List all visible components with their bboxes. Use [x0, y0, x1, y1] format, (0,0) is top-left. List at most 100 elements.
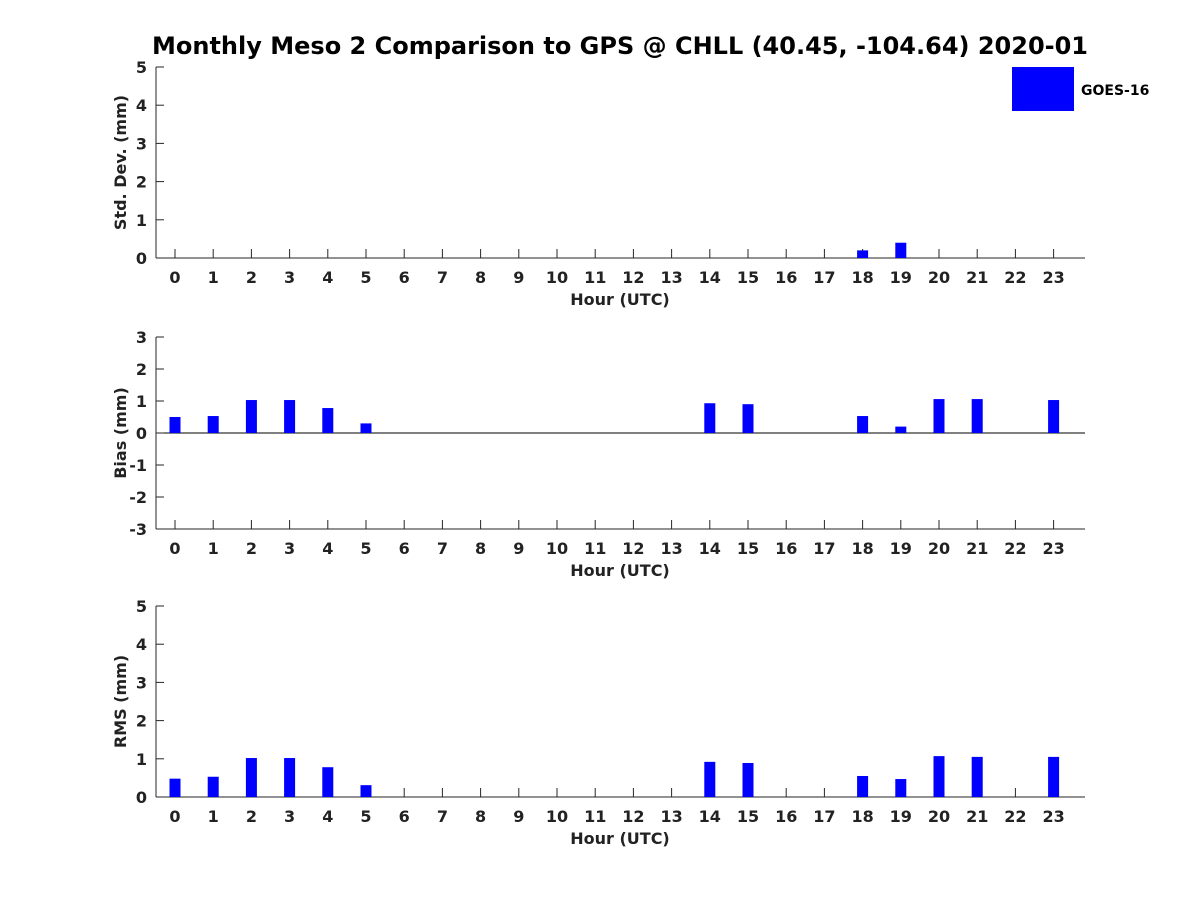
std-dev-x-tick-label: 20	[928, 268, 950, 287]
bias-bar-hour-2	[245, 400, 257, 433]
std-dev-x-axis-label: Hour (UTC)	[570, 290, 670, 309]
std-dev-y-tick-label: 0	[136, 249, 147, 268]
rms-x-tick-label: 9	[513, 807, 524, 826]
bias-bar-hour-5	[360, 423, 372, 433]
std-dev-x-tick-label: 21	[966, 268, 988, 287]
std-dev-x-tick-label: 0	[169, 268, 180, 287]
rms-x-tick-label: 23	[1042, 807, 1064, 826]
bias-x-tick-label: 23	[1042, 539, 1064, 558]
rms-x-tick-label: 8	[475, 807, 486, 826]
std-dev-y-tick-label: 4	[136, 96, 147, 115]
bias-x-tick-label: 9	[513, 539, 524, 558]
rms-x-tick-label: 17	[813, 807, 835, 826]
std-dev-x-tick-label: 10	[546, 268, 568, 287]
bias-x-tick-label: 11	[584, 539, 606, 558]
std-dev-x-tick-label: 4	[322, 268, 333, 287]
rms-x-tick-label: 7	[437, 807, 448, 826]
rms-bar-hour-5	[360, 785, 372, 797]
std-dev-x-tick-label: 17	[813, 268, 835, 287]
bias-bar-hour-14	[704, 403, 716, 433]
rms-y-tick-label: 2	[136, 712, 147, 731]
rms-x-tick-label: 20	[928, 807, 950, 826]
rms-x-tick-label: 19	[890, 807, 912, 826]
bias-x-tick-label: 18	[851, 539, 873, 558]
rms-x-tick-label: 5	[360, 807, 371, 826]
bias-y-tick-label: 3	[136, 328, 147, 347]
std-dev-x-tick-label: 11	[584, 268, 606, 287]
std-dev-x-tick-label: 18	[851, 268, 873, 287]
std-dev-x-tick-label: 6	[399, 268, 410, 287]
std-dev-y-tick-label: 3	[136, 134, 147, 153]
bias-x-tick-label: 7	[437, 539, 448, 558]
std-dev-x-tick-label: 13	[660, 268, 682, 287]
bias-x-tick-label: 3	[284, 539, 295, 558]
bias-x-tick-label: 10	[546, 539, 568, 558]
bias-bar-hour-23	[1048, 400, 1060, 433]
rms-y-tick-label: 0	[136, 788, 147, 807]
bias-bar-hour-1	[207, 416, 219, 433]
rms-y-tick-label: 5	[136, 597, 147, 616]
std-dev-x-tick-label: 23	[1042, 268, 1064, 287]
bias-x-tick-label: 13	[660, 539, 682, 558]
bias-x-tick-label: 1	[208, 539, 219, 558]
bias-x-tick-label: 5	[360, 539, 371, 558]
legend-label: GOES-16	[1081, 83, 1149, 99]
rms-x-tick-label: 18	[851, 807, 873, 826]
bias-y-tick-label: -2	[129, 488, 147, 507]
bias-x-tick-label: 21	[966, 539, 988, 558]
std-dev-x-tick-label: 9	[513, 268, 524, 287]
bias-x-tick-label: 2	[246, 539, 257, 558]
rms-bar-hour-0	[169, 778, 181, 797]
rms-bar-hour-23	[1048, 756, 1060, 797]
bias-x-tick-label: 0	[169, 539, 180, 558]
rms-x-tick-label: 16	[775, 807, 797, 826]
rms-x-tick-label: 4	[322, 807, 333, 826]
bias-bar-hour-0	[169, 417, 181, 433]
bias-bar-hour-20	[933, 399, 945, 433]
std-dev-x-tick-label: 3	[284, 268, 295, 287]
rms-x-tick-label: 13	[660, 807, 682, 826]
bias-y-tick-label: 0	[136, 424, 147, 443]
rms-bar-hour-14	[704, 761, 716, 797]
std-dev-x-tick-label: 16	[775, 268, 797, 287]
bias-bar-hour-21	[971, 399, 983, 433]
rms-y-tick-label: 4	[136, 635, 147, 654]
rms-bar-hour-21	[971, 756, 983, 797]
rms-bar-hour-20	[933, 756, 945, 797]
std-dev-y-tick-label: 5	[136, 58, 147, 77]
std-dev-y-tick-label: 2	[136, 173, 147, 192]
rms-x-tick-label: 6	[399, 807, 410, 826]
bias-bar-hour-19	[895, 426, 907, 433]
rms-bar-hour-1	[207, 776, 219, 797]
bias-y-axis-label: Bias (mm)	[111, 387, 130, 479]
std-dev-x-tick-label: 14	[699, 268, 721, 287]
std-dev-x-tick-label: 19	[890, 268, 912, 287]
rms-x-tick-label: 22	[1004, 807, 1026, 826]
std-dev-x-tick-label: 8	[475, 268, 486, 287]
std-dev-x-tick-label: 5	[360, 268, 371, 287]
rms-x-axis-label: Hour (UTC)	[570, 829, 670, 848]
bias-bar-hour-18	[857, 416, 869, 433]
rms-x-tick-label: 15	[737, 807, 759, 826]
rms-x-tick-label: 1	[208, 807, 219, 826]
bias-bar-hour-4	[322, 408, 334, 433]
bias-x-tick-label: 15	[737, 539, 759, 558]
rms-x-tick-label: 12	[622, 807, 644, 826]
std-dev-x-tick-label: 2	[246, 268, 257, 287]
std-dev-x-tick-label: 7	[437, 268, 448, 287]
chart-title: Monthly Meso 2 Comparison to GPS @ CHLL …	[152, 32, 1088, 60]
bias-x-axis-label: Hour (UTC)	[570, 561, 670, 580]
rms-x-tick-label: 14	[699, 807, 721, 826]
std-dev-y-axis-label: Std. Dev. (mm)	[111, 95, 130, 230]
rms-y-tick-label: 1	[136, 750, 147, 769]
bias-x-tick-label: 17	[813, 539, 835, 558]
rms-bar-hour-2	[245, 758, 257, 797]
bias-y-tick-label: -3	[129, 520, 147, 539]
bias-x-tick-label: 6	[399, 539, 410, 558]
rms-bar-hour-3	[284, 758, 296, 797]
rms-bar-hour-15	[742, 763, 754, 797]
legend: GOES-16	[1012, 67, 1149, 111]
bias-x-tick-label: 19	[890, 539, 912, 558]
rms-x-tick-label: 10	[546, 807, 568, 826]
